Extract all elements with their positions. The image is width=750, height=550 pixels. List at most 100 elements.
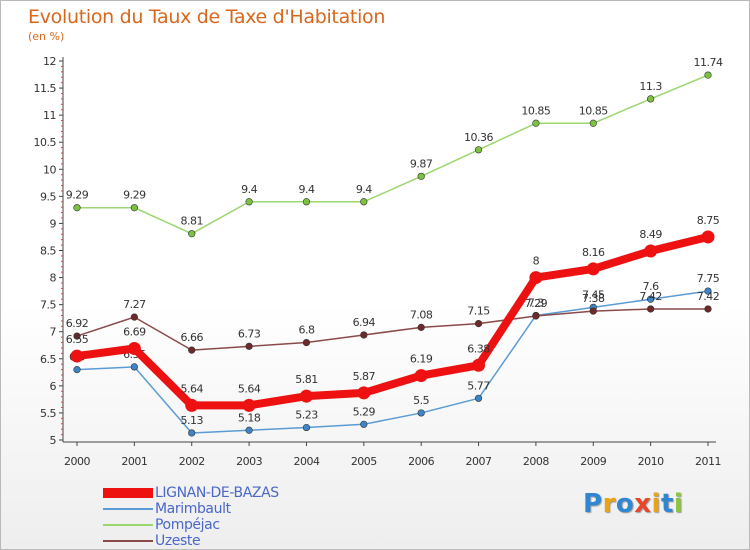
logo-letter: i bbox=[673, 489, 684, 519]
data-label-uzeste: 7.42 bbox=[697, 290, 720, 303]
y-tick-label: 6 bbox=[50, 380, 57, 393]
data-label-lignan-de-bazas: 5.87 bbox=[353, 370, 376, 383]
chart-unit: (en %) bbox=[28, 30, 65, 43]
data-point-uzeste bbox=[474, 319, 483, 328]
data-label-pompejac: 11.74 bbox=[694, 56, 723, 69]
data-label-marimbault: 7.6 bbox=[643, 280, 659, 293]
legend-swatch-marimbault bbox=[103, 508, 153, 510]
data-label-lignan-de-bazas: 5.81 bbox=[295, 373, 318, 386]
data-point-marimbault bbox=[417, 409, 425, 417]
data-point-marimbault bbox=[73, 366, 81, 374]
data-label-uzeste: 7.15 bbox=[467, 305, 490, 318]
logo-letter: x bbox=[634, 489, 652, 519]
data-point-marimbault bbox=[130, 363, 138, 371]
legend-label-marimbault: Marimbault bbox=[155, 501, 231, 517]
x-tick-label: 2007 bbox=[466, 455, 492, 468]
data-label-pompejac: 10.85 bbox=[521, 104, 550, 117]
y-tick-label: 10.5 bbox=[34, 136, 57, 149]
legend-label-lignan: LIGNAN-DE-BAZAS bbox=[155, 485, 279, 501]
data-label-uzeste: 7.29 bbox=[525, 297, 548, 310]
x-tick-label: 2002 bbox=[179, 455, 205, 468]
data-label-uzeste: 7.27 bbox=[123, 298, 146, 311]
y-tick-label: 7 bbox=[50, 326, 57, 339]
logo-letter: i bbox=[651, 489, 661, 519]
y-tick-label: 5 bbox=[50, 434, 57, 447]
data-label-uzeste: 7.38 bbox=[582, 292, 605, 305]
data-label-pompejac: 9.4 bbox=[298, 183, 314, 196]
x-tick-label: 2009 bbox=[580, 455, 606, 468]
data-point-pompejac bbox=[130, 204, 138, 212]
data-point-pompejac bbox=[417, 172, 425, 180]
data-point-lignan-de-bazas bbox=[242, 398, 256, 412]
series-line-marimbault bbox=[76, 290, 709, 434]
data-label-lignan-de-bazas: 8.16 bbox=[582, 246, 605, 259]
data-label-pompejac: 9.87 bbox=[410, 157, 433, 170]
data-point-lignan-de-bazas bbox=[357, 386, 371, 400]
data-point-marimbault bbox=[188, 429, 196, 437]
data-label-pompejac: 9.4 bbox=[241, 183, 257, 196]
x-tick-label: 2003 bbox=[236, 455, 262, 468]
data-point-lignan-de-bazas bbox=[414, 369, 428, 383]
data-label-lignan-de-bazas: 6.19 bbox=[410, 353, 433, 366]
data-point-lignan-de-bazas bbox=[701, 230, 715, 244]
y-tick-label: 9 bbox=[50, 217, 57, 230]
data-label-marimbault: 5.18 bbox=[238, 411, 261, 424]
data-label-marimbault: 7.3 bbox=[528, 296, 544, 309]
data-label-marimbault: 5.77 bbox=[467, 379, 490, 392]
y-tick-label: 11.5 bbox=[34, 82, 57, 95]
legend-swatch-pompejac bbox=[103, 524, 153, 526]
y-tick-label: 10 bbox=[43, 163, 56, 176]
data-label-marimbault: 5.23 bbox=[295, 409, 318, 422]
data-label-lignan-de-bazas: 8.75 bbox=[697, 214, 720, 227]
data-label-lignan-de-bazas: 6.69 bbox=[123, 325, 146, 338]
legend-label-uzeste: Uzeste bbox=[155, 533, 201, 549]
data-label-uzeste: 7.42 bbox=[639, 290, 662, 303]
y-tick-label: 7.5 bbox=[40, 299, 56, 312]
data-point-uzeste bbox=[589, 307, 597, 315]
data-point-pompejac bbox=[73, 204, 81, 212]
data-point-lignan-de-bazas bbox=[185, 398, 199, 412]
series-line-pompejac bbox=[76, 74, 709, 235]
x-tick-label: 2006 bbox=[408, 455, 434, 468]
data-point-marimbault bbox=[360, 420, 368, 428]
proxiti-logo: Proxiti bbox=[583, 489, 683, 519]
data-point-uzeste bbox=[130, 313, 138, 321]
data-label-uzeste: 6.66 bbox=[180, 331, 203, 344]
data-point-lignan-de-bazas bbox=[127, 341, 141, 355]
data-point-marimbault bbox=[245, 426, 253, 434]
data-label-marimbault: 5.29 bbox=[353, 405, 376, 418]
data-point-uzeste bbox=[417, 323, 425, 331]
chart-title: Evolution du Taux de Taxe d'Habitation bbox=[28, 6, 386, 28]
x-tick-label: 2011 bbox=[695, 455, 721, 468]
logo-letter: r bbox=[602, 489, 616, 519]
y-tick-label: 11 bbox=[43, 109, 56, 122]
data-point-uzeste bbox=[704, 305, 712, 313]
data-label-uzeste: 6.92 bbox=[66, 317, 89, 330]
data-point-marimbault bbox=[474, 394, 483, 402]
data-label-lignan-de-bazas: 6.38 bbox=[467, 342, 490, 355]
data-label-uzeste: 6.8 bbox=[298, 324, 314, 337]
data-point-marimbault bbox=[704, 287, 712, 295]
y-tick-label: 8.5 bbox=[40, 245, 56, 258]
data-point-uzeste bbox=[73, 332, 81, 340]
data-label-uzeste: 6.73 bbox=[238, 327, 261, 340]
data-point-uzeste bbox=[188, 346, 196, 354]
data-point-lignan-de-bazas bbox=[586, 262, 600, 276]
x-tick-label: 2008 bbox=[523, 455, 549, 468]
data-label-marimbault: 7.75 bbox=[697, 272, 720, 285]
data-point-lignan-de-bazas bbox=[472, 358, 486, 372]
data-point-lignan-de-bazas bbox=[644, 244, 658, 258]
data-point-pompejac bbox=[647, 95, 655, 103]
data-label-pompejac: 9.4 bbox=[356, 183, 372, 196]
y-tick-label: 9.5 bbox=[40, 190, 56, 203]
data-label-lignan-de-bazas: 8 bbox=[533, 255, 540, 268]
data-label-pompejac: 8.81 bbox=[180, 215, 203, 228]
x-tick-label: 2001 bbox=[121, 455, 147, 468]
data-label-lignan-de-bazas: 6.55 bbox=[66, 333, 89, 346]
data-label-uzeste: 7.08 bbox=[410, 308, 433, 321]
data-point-pompejac bbox=[302, 198, 311, 206]
logo-letter: P bbox=[583, 489, 603, 519]
legend-swatch-uzeste bbox=[103, 540, 153, 542]
data-label-lignan-de-bazas: 5.64 bbox=[238, 382, 261, 395]
